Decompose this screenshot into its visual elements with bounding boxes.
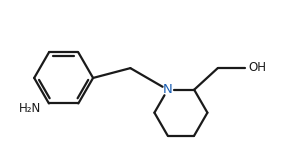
- Text: OH: OH: [248, 61, 266, 74]
- Text: H₂N: H₂N: [19, 102, 41, 115]
- Text: N: N: [163, 83, 172, 96]
